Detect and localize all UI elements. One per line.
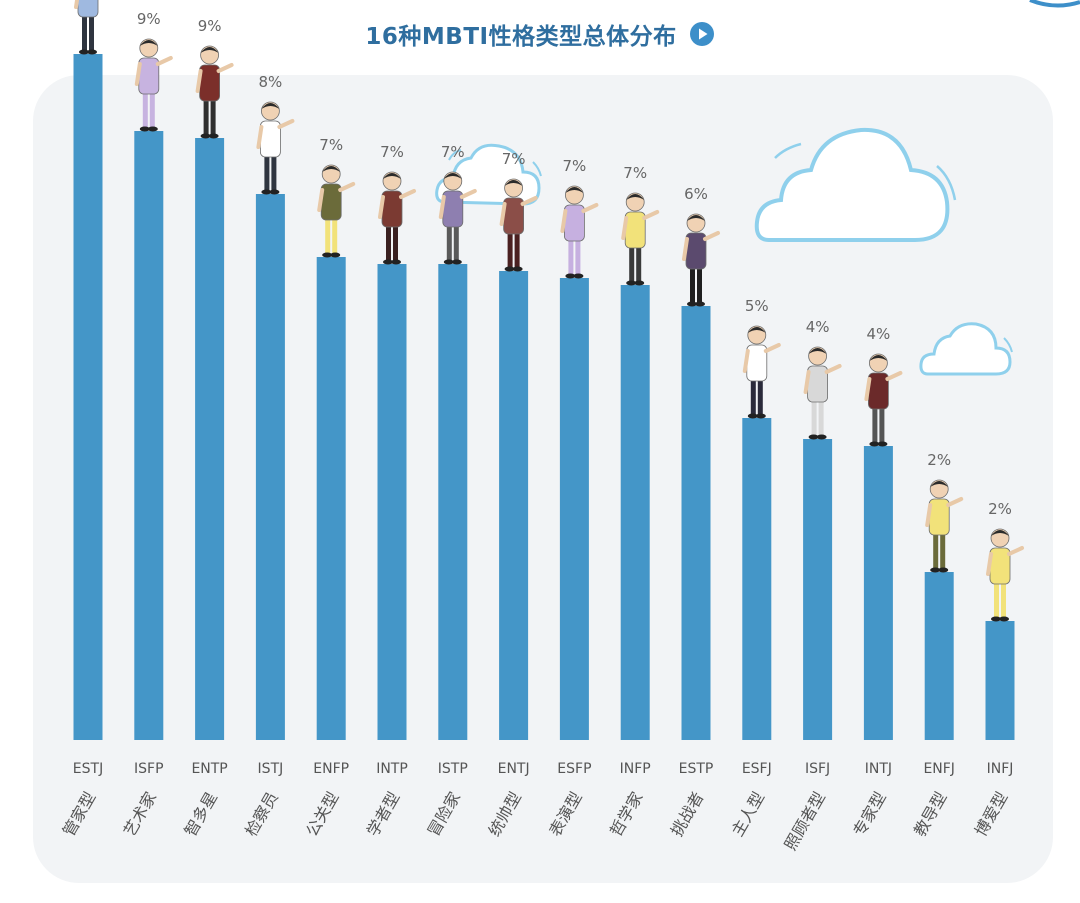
- bar-entp[interactable]: [195, 138, 225, 740]
- person-icon: [438, 171, 477, 265]
- bar-enfj[interactable]: [924, 572, 954, 740]
- data-label: 4%: [806, 318, 830, 336]
- person-icon: [864, 353, 903, 447]
- bar-entj[interactable]: [499, 271, 529, 740]
- data-label: 2%: [927, 451, 951, 469]
- bar-istj[interactable]: [255, 194, 285, 740]
- bar-istp[interactable]: [438, 264, 468, 740]
- type-name-label: 哲学家: [606, 789, 646, 840]
- person-icon: [195, 45, 234, 139]
- bar-infj[interactable]: [985, 621, 1015, 740]
- type-name-label: 公关型: [302, 789, 342, 840]
- person-icon: [986, 528, 1024, 622]
- bar-esfp[interactable]: [559, 278, 589, 740]
- person-icon: [742, 325, 781, 419]
- type-name-label: 教导型: [910, 789, 950, 840]
- data-label: 7%: [563, 157, 587, 175]
- type-name-label: 学者型: [363, 789, 403, 840]
- bar-esfj[interactable]: [742, 418, 772, 740]
- person-icon: [499, 178, 538, 272]
- corner-decoration: [1029, 0, 1080, 8]
- person-icon: [378, 171, 416, 265]
- x-tick-label: ENFJ: [923, 761, 955, 777]
- person-icon: [134, 38, 173, 132]
- bar-infp[interactable]: [620, 285, 650, 740]
- x-tick-label: ENFP: [313, 761, 349, 777]
- person-icon: [925, 479, 964, 573]
- person-icon: [803, 346, 842, 440]
- data-label: 9%: [137, 10, 161, 28]
- person-icon: [682, 213, 720, 307]
- type-name-label: 管家型: [59, 789, 99, 840]
- bar-intj[interactable]: [863, 446, 893, 740]
- bar-isfj[interactable]: [803, 439, 833, 740]
- cloud-icon: [919, 322, 1013, 376]
- type-name-label: 冒险家: [424, 789, 464, 840]
- bar-estp[interactable]: [681, 306, 711, 740]
- type-name-label: 主人型: [728, 789, 768, 840]
- person-icon: [621, 192, 660, 286]
- chart-title: 16种MBTI性格类型总体分布: [365, 24, 677, 50]
- x-tick-label: ESFJ: [742, 761, 772, 777]
- bar-intp[interactable]: [377, 264, 407, 740]
- bar-isfp[interactable]: [134, 131, 164, 740]
- bar-enfp[interactable]: [316, 257, 346, 740]
- play-circle-icon[interactable]: [689, 21, 715, 47]
- type-name-label: 专家型: [849, 789, 889, 840]
- data-label: 7%: [380, 143, 404, 161]
- chart-title-row: 16种MBTI性格类型总体分布: [0, 14, 1080, 54]
- person-icon: [560, 185, 599, 279]
- x-tick-label: ISTJ: [258, 761, 284, 777]
- cloud-icon: [754, 127, 957, 242]
- data-label: 6%: [684, 185, 708, 203]
- x-tick-label: ENTP: [191, 761, 227, 777]
- x-tick-label: ESTJ: [73, 761, 103, 777]
- type-name-label: 艺术家: [120, 789, 160, 840]
- data-label: 9%: [198, 17, 222, 35]
- person-icon: [317, 164, 356, 258]
- type-name-label: 照顾者型: [781, 789, 829, 854]
- data-label: 7%: [502, 150, 526, 168]
- data-label: 4%: [867, 325, 891, 343]
- x-tick-label: ESTP: [679, 761, 714, 777]
- type-name-label: 统帅型: [485, 789, 525, 840]
- data-label: 8%: [259, 73, 283, 91]
- person-icon: [256, 101, 295, 195]
- type-name-label: 表演型: [545, 789, 585, 840]
- bar-estj[interactable]: [73, 54, 103, 740]
- data-label: 5%: [745, 297, 769, 315]
- x-tick-label: ENTJ: [498, 761, 530, 777]
- type-name-label: 检察员: [241, 789, 281, 840]
- data-label: 7%: [623, 164, 647, 182]
- x-tick-label: ISFJ: [805, 761, 830, 777]
- data-label: 7%: [319, 136, 343, 154]
- x-tick-label: INTJ: [865, 761, 892, 777]
- person-icon: [74, 0, 99, 55]
- x-tick-label: INTP: [376, 761, 408, 777]
- x-tick-label: ISFP: [134, 761, 164, 777]
- type-name-label: 智多星: [181, 789, 221, 840]
- type-name-label: 博爱型: [971, 789, 1011, 840]
- type-name-label: 挑战者: [667, 789, 707, 840]
- data-label: 7%: [441, 143, 465, 161]
- x-tick-label: ESFP: [557, 761, 591, 777]
- x-tick-label: INFP: [620, 761, 651, 777]
- x-tick-label: INFJ: [987, 761, 1014, 777]
- data-label: 2%: [988, 500, 1012, 518]
- x-tick-label: ISTP: [438, 761, 468, 777]
